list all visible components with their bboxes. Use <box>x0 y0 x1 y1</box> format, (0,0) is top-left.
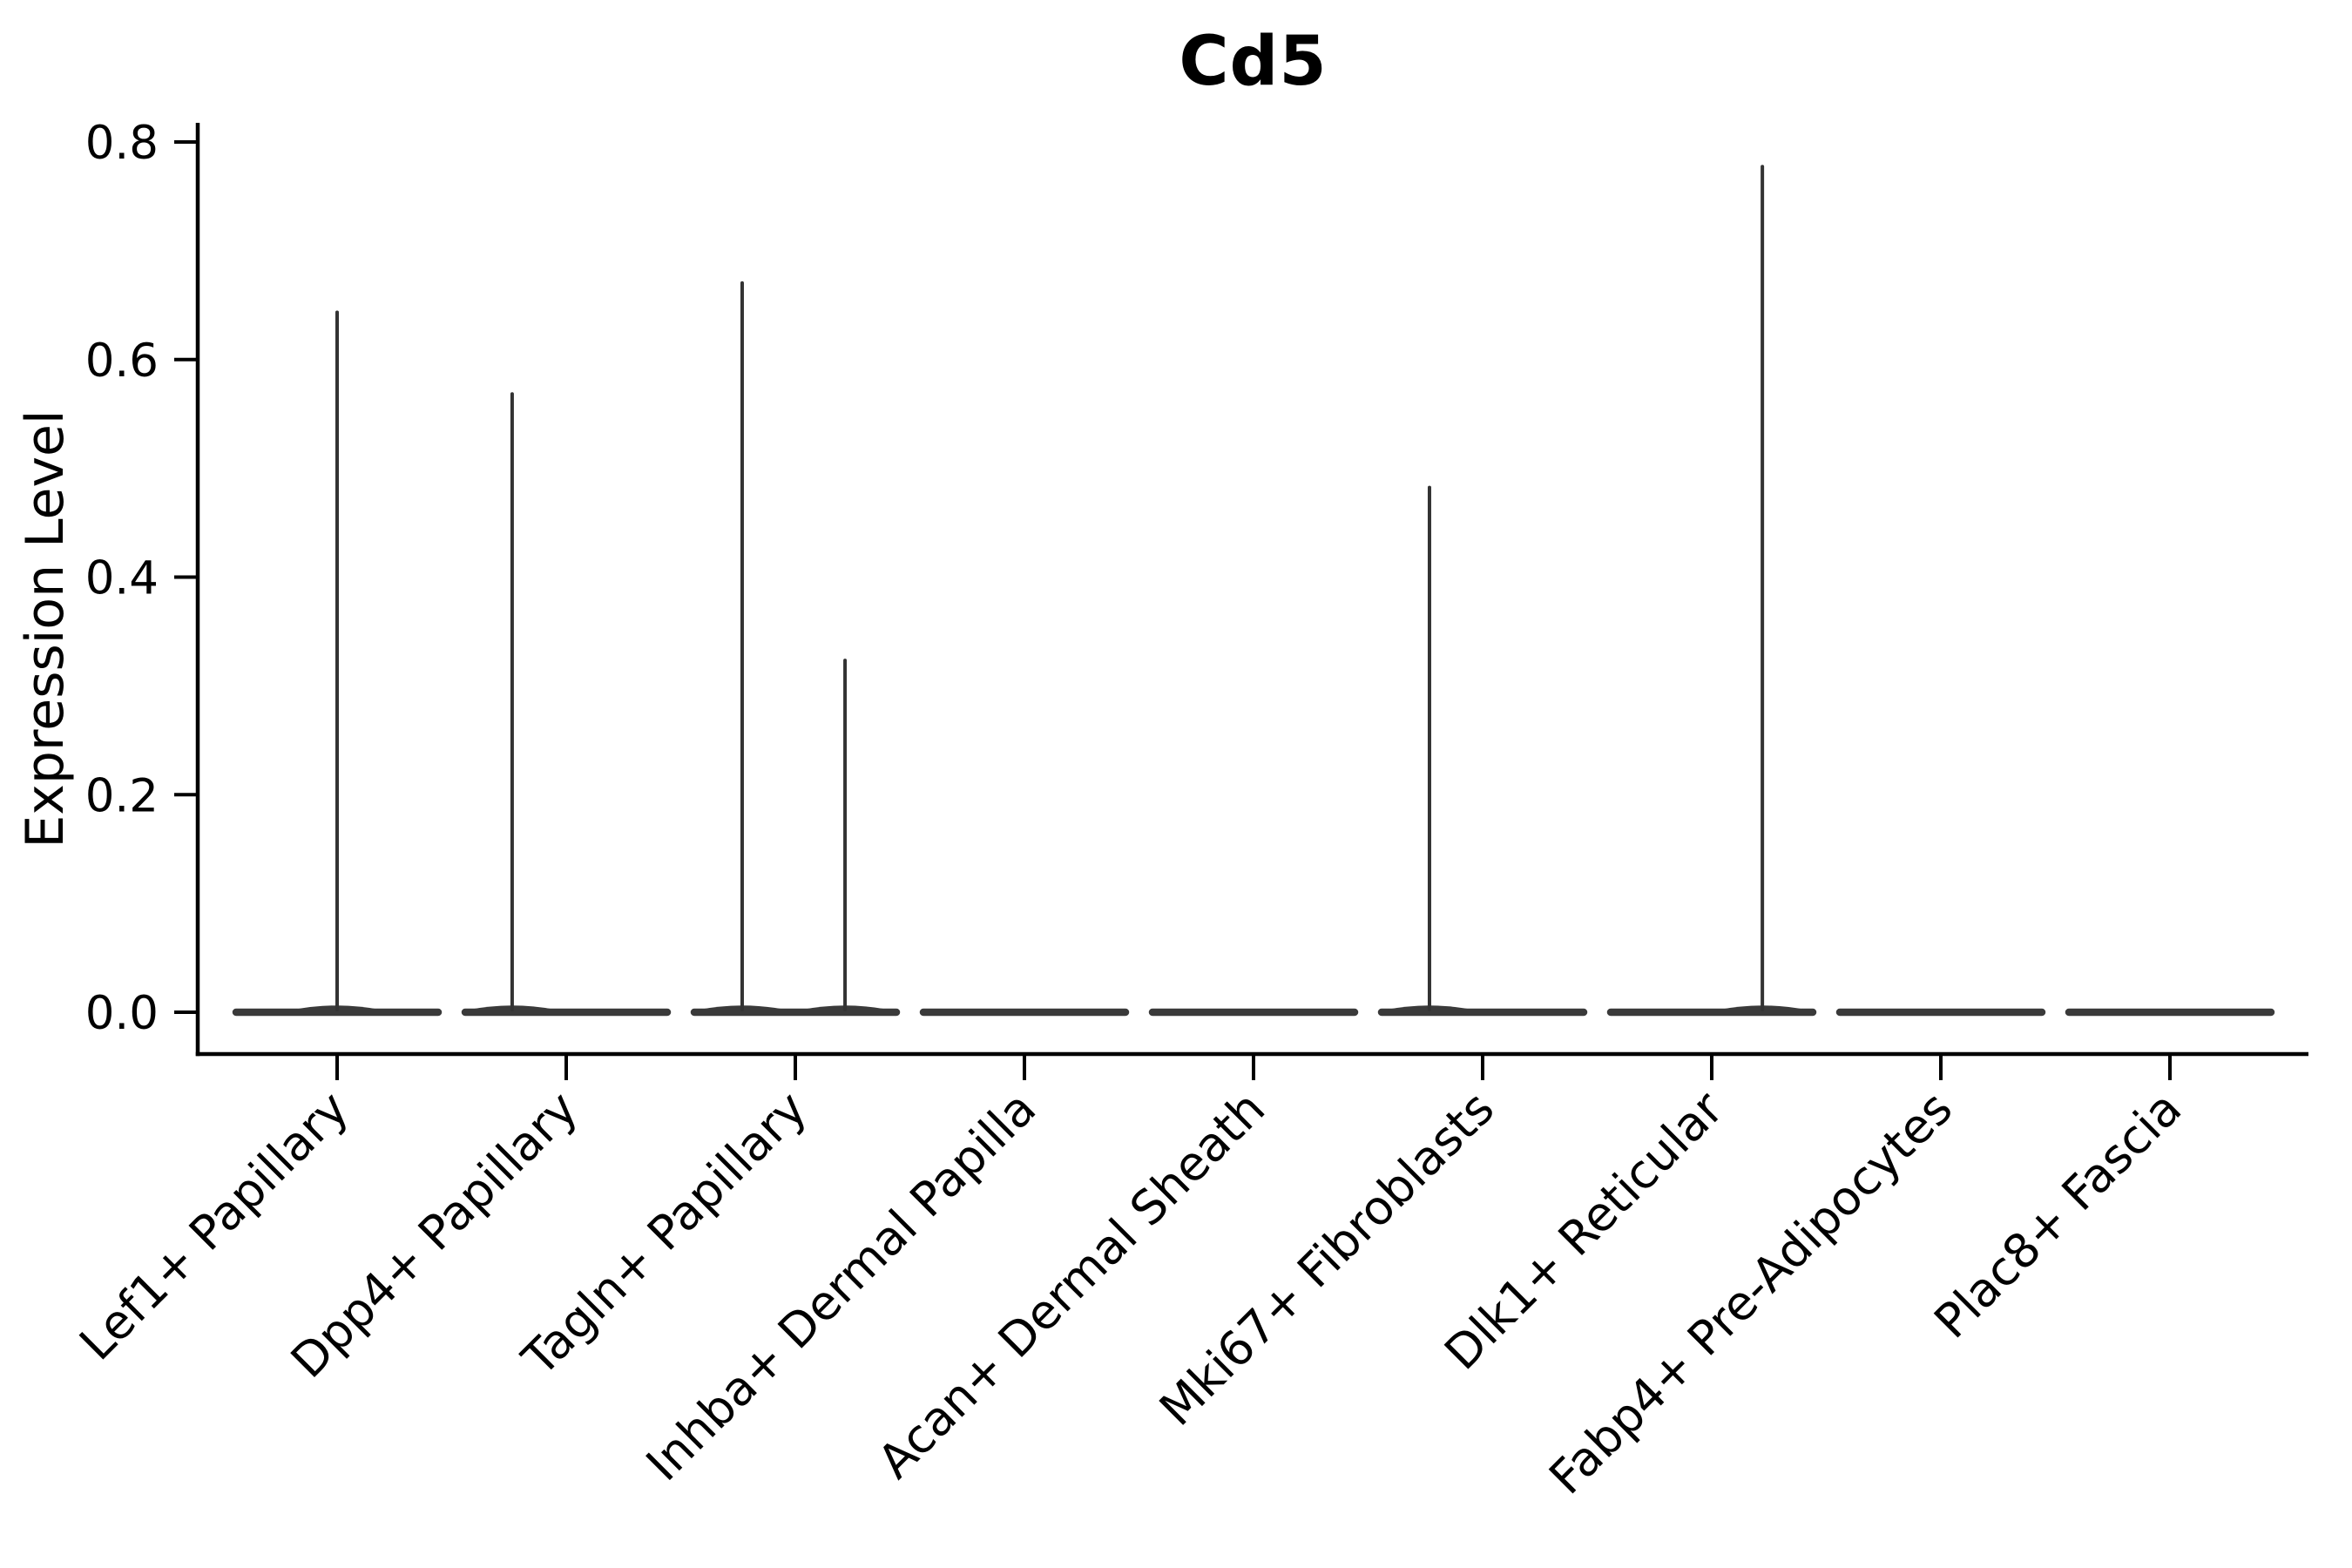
y-tick-label: 0.2 <box>85 769 159 822</box>
y-tick-label: 0.4 <box>85 552 159 605</box>
chart-title: Cd5 <box>1179 23 1328 101</box>
y-tick-label: 0.6 <box>85 335 159 388</box>
y-tick-label: 0.0 <box>85 987 159 1040</box>
x-tick-label: Inhba+ Dermal Papilla <box>636 1081 1046 1491</box>
x-tick-label: Acan+ Dermal Sheath <box>868 1081 1275 1489</box>
x-tick-label: Fabp4+ Pre-Adipocytes <box>1538 1081 1963 1505</box>
x-tick-label: Plac8+ Fascia <box>1923 1081 2192 1349</box>
y-tick-label: 0.8 <box>85 117 159 170</box>
